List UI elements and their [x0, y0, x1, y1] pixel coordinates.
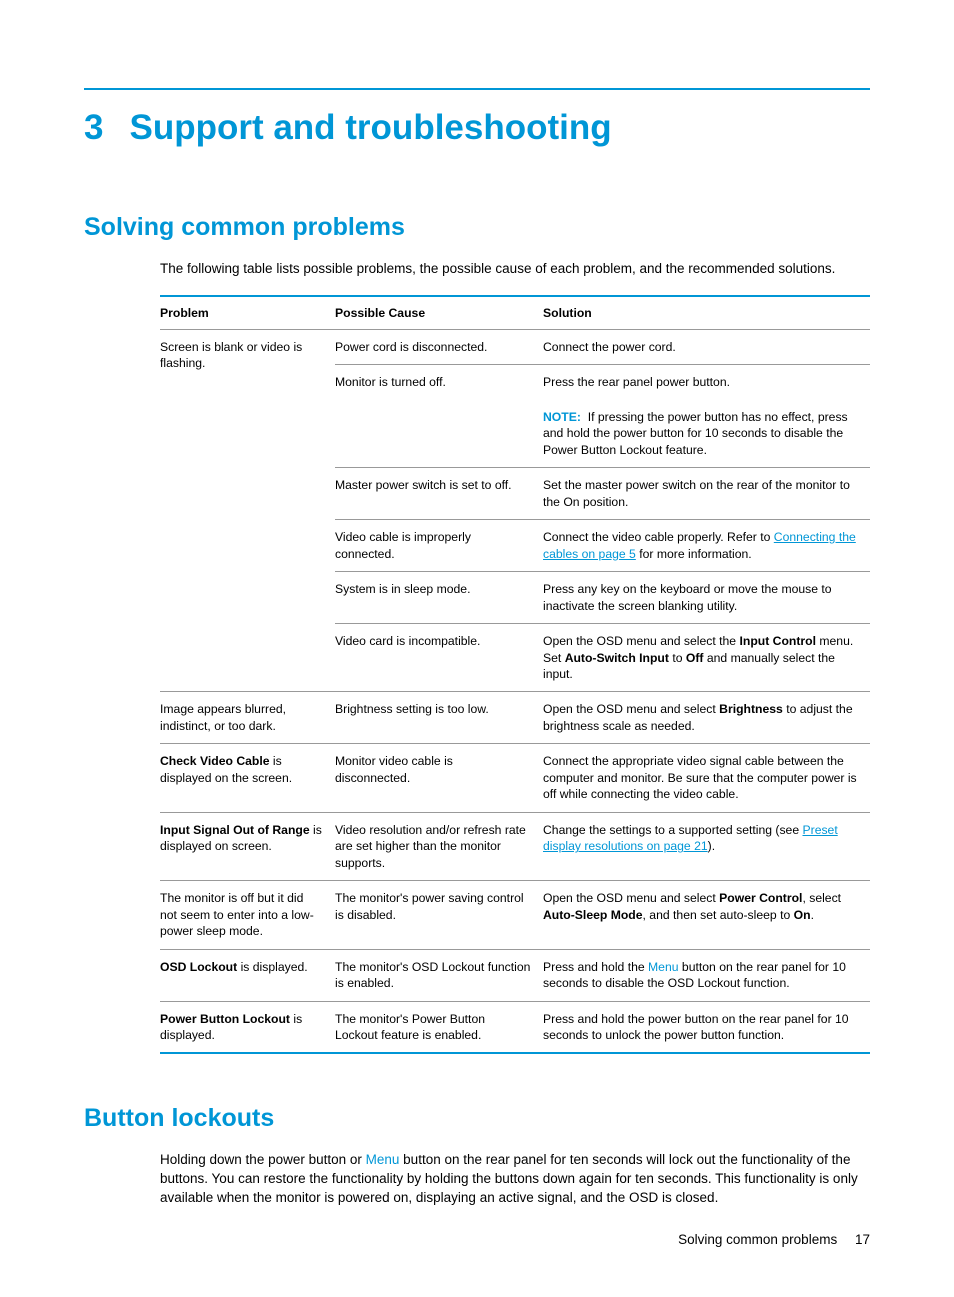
- cell-cause: [335, 400, 543, 468]
- cell-problem: The monitor is off but it did not seem t…: [160, 881, 335, 949]
- button-lockouts-body: Holding down the power button or Menu bu…: [160, 1151, 870, 1208]
- cell-solution: Press the rear panel power button.: [543, 365, 870, 400]
- cell-cause: Video resolution and/or refresh rate are…: [335, 812, 543, 880]
- cell-cause: The monitor's OSD Lockout function is en…: [335, 949, 543, 1001]
- cell-cause: Master power switch is set to off.: [335, 468, 543, 520]
- cell-solution: Press any key on the keyboard or move th…: [543, 572, 870, 624]
- cell-solution: Set the master power switch on the rear …: [543, 468, 870, 520]
- cell-cause: Monitor video cable is disconnected.: [335, 744, 543, 812]
- cell-problem: Screen is blank or video is flashing.: [160, 329, 335, 692]
- table-row: The monitor is off but it did not seem t…: [160, 881, 870, 949]
- footer-section: Solving common problems: [678, 1232, 837, 1247]
- cell-problem: Input Signal Out of Range is displayed o…: [160, 812, 335, 880]
- cell-cause: System is in sleep mode.: [335, 572, 543, 624]
- cell-problem: Image appears blurred, indistinct, or to…: [160, 692, 335, 744]
- th-cause: Possible Cause: [335, 296, 543, 330]
- page-footer: Solving common problems 17: [84, 1232, 870, 1247]
- cell-problem: OSD Lockout is displayed.: [160, 949, 335, 1001]
- cell-solution: Connect the video cable properly. Refer …: [543, 520, 870, 572]
- top-rule: [84, 88, 870, 90]
- table-row: Input Signal Out of Range is displayed o…: [160, 812, 870, 880]
- cell-solution: Open the OSD menu and select Brightness …: [543, 692, 870, 744]
- table-row: Check Video Cable is displayed on the sc…: [160, 744, 870, 812]
- table-row: Power Button Lockout is displayed. The m…: [160, 1001, 870, 1053]
- chapter-title: 3 Support and troubleshooting: [84, 108, 870, 148]
- menu-label: Menu: [648, 960, 679, 974]
- section-intro: The following table lists possible probl…: [160, 260, 870, 279]
- cell-cause: Brightness setting is too low.: [335, 692, 543, 744]
- cell-problem: Check Video Cable is displayed on the sc…: [160, 744, 335, 812]
- cell-solution: Press and hold the Menu button on the re…: [543, 949, 870, 1001]
- footer-page-number: 17: [855, 1232, 870, 1247]
- chapter-title-text: Support and troubleshooting: [129, 108, 611, 147]
- table-header-row: Problem Possible Cause Solution: [160, 296, 870, 330]
- cell-cause: Monitor is turned off.: [335, 365, 543, 400]
- cell-solution: NOTE: If pressing the power button has n…: [543, 400, 870, 468]
- section-button-lockouts-title: Button lockouts: [84, 1104, 870, 1133]
- cell-solution: Connect the appropriate video signal cab…: [543, 744, 870, 812]
- table-row: OSD Lockout is displayed. The monitor's …: [160, 949, 870, 1001]
- cell-solution: Connect the power cord.: [543, 329, 870, 364]
- table-row: Screen is blank or video is flashing. Po…: [160, 329, 870, 364]
- note-text: If pressing the power button has no effe…: [543, 410, 848, 457]
- note-label: NOTE:: [543, 410, 581, 424]
- section-solving-problems-title: Solving common problems: [84, 213, 870, 242]
- cell-solution: Open the OSD menu and select the Input C…: [543, 624, 870, 692]
- cell-cause: Power cord is disconnected.: [335, 329, 543, 364]
- cell-cause: The monitor's Power Button Lockout featu…: [335, 1001, 543, 1053]
- table-row: Image appears blurred, indistinct, or to…: [160, 692, 870, 744]
- cell-solution: Open the OSD menu and select Power Contr…: [543, 881, 870, 949]
- cell-problem: Power Button Lockout is displayed.: [160, 1001, 335, 1053]
- troubleshoot-table: Problem Possible Cause Solution Screen i…: [160, 295, 870, 1055]
- chapter-number: 3: [84, 108, 103, 147]
- cell-cause: Video card is incompatible.: [335, 624, 543, 692]
- menu-label: Menu: [366, 1152, 400, 1167]
- th-problem: Problem: [160, 296, 335, 330]
- cell-solution: Press and hold the power button on the r…: [543, 1001, 870, 1053]
- cell-cause: Video cable is improperly connected.: [335, 520, 543, 572]
- th-solution: Solution: [543, 296, 870, 330]
- cell-solution: Change the settings to a supported setti…: [543, 812, 870, 880]
- cell-cause: The monitor's power saving control is di…: [335, 881, 543, 949]
